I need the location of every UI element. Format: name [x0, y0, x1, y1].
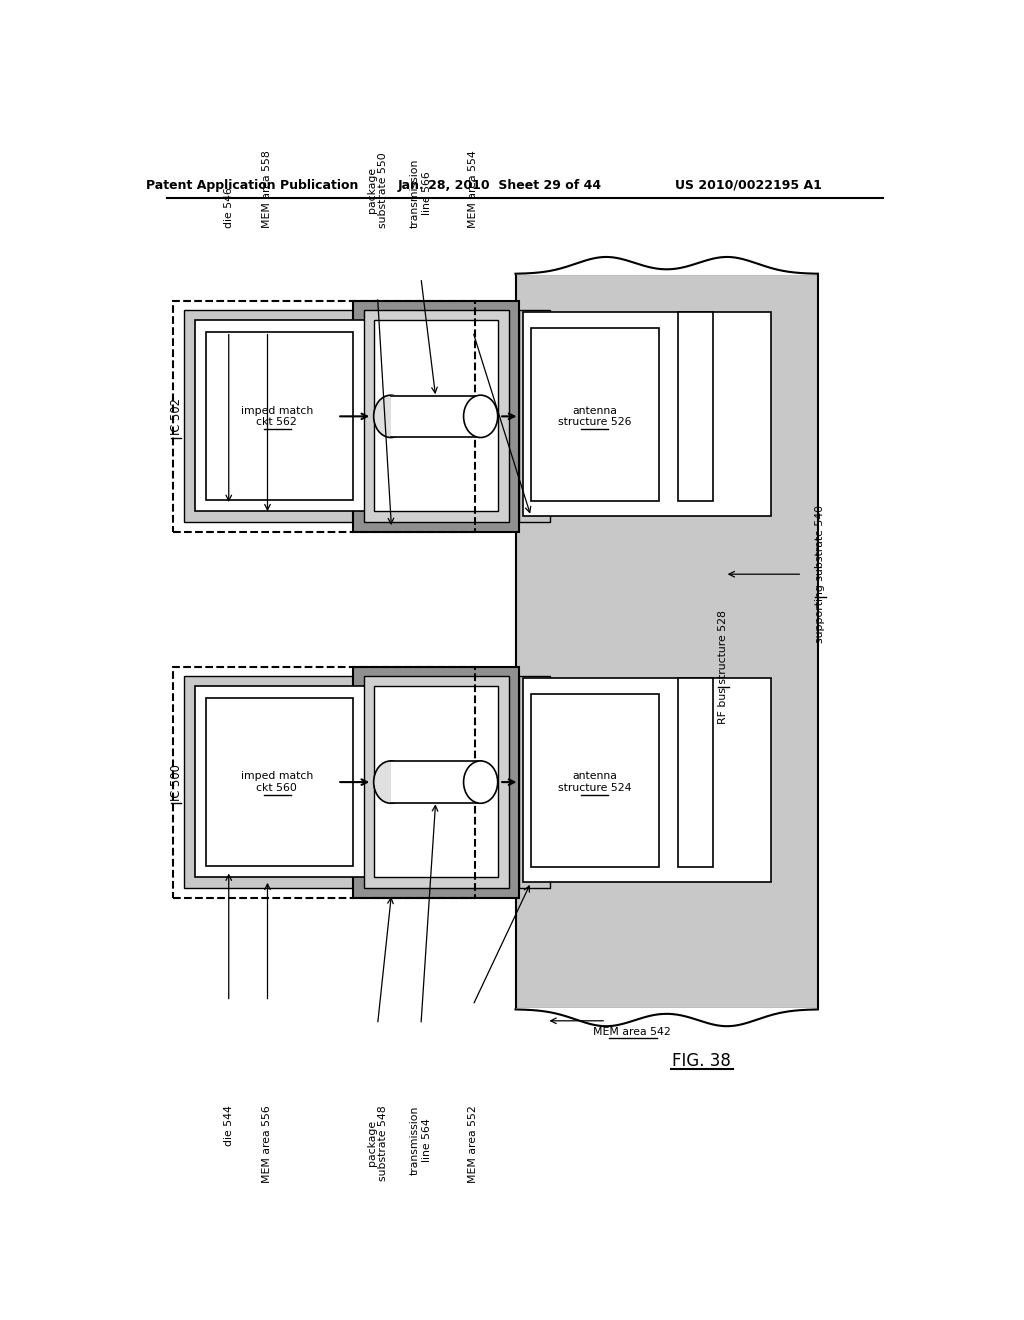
Text: transmission
line 564: transmission line 564	[411, 1106, 432, 1175]
Bar	[183, 676, 464, 887]
Bar	[173, 667, 475, 898]
Text: IC 502: IC 502	[170, 397, 182, 434]
Text: FIG. 38: FIG. 38	[672, 1052, 731, 1069]
Bar	[516, 252, 817, 275]
Bar	[364, 310, 509, 521]
Bar	[678, 678, 713, 867]
Text: die 546: die 546	[224, 187, 233, 227]
Ellipse shape	[464, 395, 498, 437]
Bar	[391, 760, 480, 803]
Text: package
substrate 548: package substrate 548	[367, 1106, 388, 1181]
Ellipse shape	[374, 395, 408, 437]
Text: IC 500: IC 500	[170, 764, 182, 800]
Bar	[195, 686, 366, 876]
Bar	[173, 301, 475, 532]
Text: Patent Application Publication: Patent Application Publication	[145, 178, 358, 191]
Text: die 544: die 544	[224, 1106, 233, 1146]
Text: package
substrate 550: package substrate 550	[367, 152, 388, 227]
Bar	[206, 698, 352, 866]
Bar	[391, 395, 480, 437]
Bar	[523, 313, 771, 516]
Ellipse shape	[374, 760, 408, 804]
Text: Jan. 28, 2010  Sheet 29 of 44: Jan. 28, 2010 Sheet 29 of 44	[398, 178, 602, 191]
Bar	[375, 686, 498, 876]
Bar	[516, 1007, 817, 1032]
Text: US 2010/0022195 A1: US 2010/0022195 A1	[675, 178, 821, 191]
Bar	[364, 676, 509, 887]
Text: MEM area 558: MEM area 558	[262, 150, 272, 227]
Text: imped match
ckt 560: imped match ckt 560	[241, 771, 313, 793]
Text: MEM area 556: MEM area 556	[262, 1106, 272, 1183]
Text: antenna
structure 524: antenna structure 524	[558, 771, 632, 793]
Text: transmission
line 566: transmission line 566	[411, 158, 432, 227]
Text: MEM area 554: MEM area 554	[468, 150, 478, 227]
Bar	[523, 678, 771, 882]
Bar	[678, 313, 713, 502]
Bar	[531, 327, 658, 502]
Bar	[519, 676, 550, 887]
Bar	[195, 321, 366, 511]
Bar	[515, 275, 818, 1010]
Bar	[519, 310, 550, 521]
Ellipse shape	[464, 760, 498, 804]
Text: MEM area 542: MEM area 542	[593, 1027, 671, 1038]
Text: supporting substrate 540: supporting substrate 540	[815, 506, 825, 643]
Bar	[206, 333, 352, 500]
Bar	[352, 301, 519, 532]
Bar	[352, 667, 519, 898]
Text: imped match
ckt 562: imped match ckt 562	[241, 405, 313, 428]
Bar	[183, 310, 464, 521]
Text: MEM area 552: MEM area 552	[468, 1106, 478, 1183]
Bar	[531, 693, 658, 867]
Bar	[375, 321, 498, 511]
Text: antenna
structure 526: antenna structure 526	[558, 405, 632, 428]
Text: RF bus structure 528: RF bus structure 528	[718, 610, 728, 723]
